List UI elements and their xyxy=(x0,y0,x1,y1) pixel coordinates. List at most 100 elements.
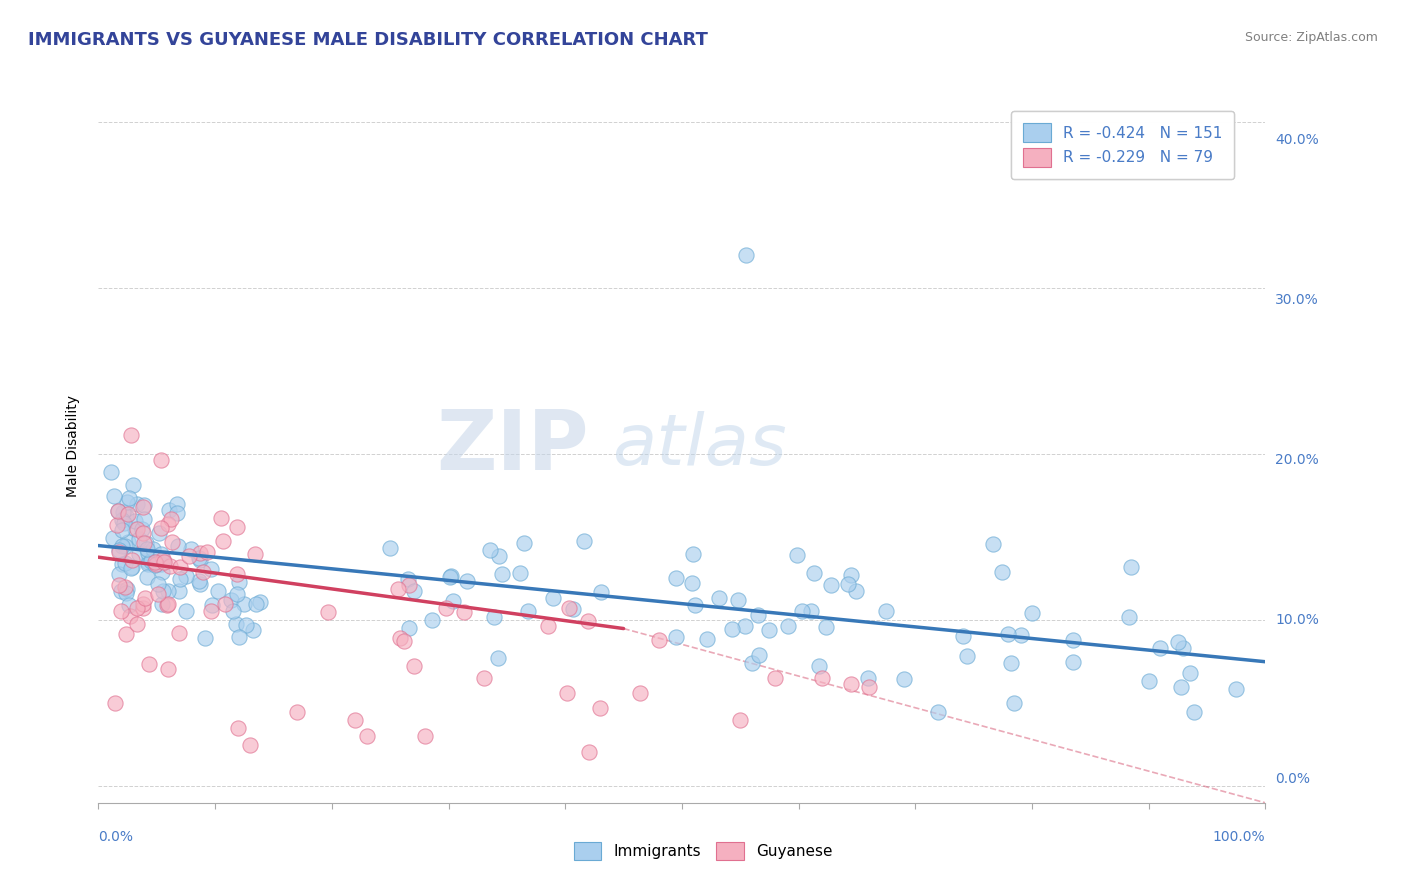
Point xyxy=(190,539,212,553)
Point xyxy=(350,699,373,714)
Point xyxy=(489,599,512,614)
Point xyxy=(688,631,710,645)
Point xyxy=(1156,638,1178,652)
Point xyxy=(263,565,285,579)
Point xyxy=(868,567,890,582)
Point xyxy=(221,586,243,600)
Point xyxy=(733,629,755,643)
Point xyxy=(832,566,855,580)
Point xyxy=(208,590,231,604)
Point xyxy=(270,596,292,610)
Point xyxy=(865,576,887,591)
Point xyxy=(1074,651,1097,665)
Point xyxy=(238,500,260,514)
Point xyxy=(704,627,727,641)
Point xyxy=(450,631,472,645)
Point xyxy=(179,532,201,546)
Point xyxy=(222,457,245,471)
Point xyxy=(207,527,229,541)
Point xyxy=(238,508,260,522)
Point xyxy=(1074,630,1097,644)
Point xyxy=(224,522,246,536)
Point xyxy=(191,509,214,524)
Point xyxy=(232,514,254,528)
Point xyxy=(288,591,311,606)
Point xyxy=(250,542,273,557)
Point xyxy=(201,599,224,614)
Point xyxy=(769,260,792,274)
Point xyxy=(492,570,515,584)
Point xyxy=(460,656,482,670)
Point xyxy=(446,629,468,643)
Point xyxy=(187,507,209,521)
Point xyxy=(1227,677,1250,691)
Point xyxy=(197,481,219,495)
Point xyxy=(194,607,217,621)
Point xyxy=(214,555,236,569)
Point xyxy=(437,541,460,556)
Point xyxy=(200,615,222,629)
Point xyxy=(193,493,215,508)
Point xyxy=(205,595,228,609)
Y-axis label: Male Disability: Male Disability xyxy=(66,400,80,501)
Point xyxy=(972,626,994,640)
Point xyxy=(207,514,229,528)
Point xyxy=(205,502,228,516)
Point xyxy=(541,566,564,581)
Point xyxy=(292,615,315,629)
Point xyxy=(198,516,221,530)
Point xyxy=(259,576,281,591)
Point xyxy=(633,696,655,710)
Point xyxy=(186,540,208,554)
Point xyxy=(311,547,333,561)
Point xyxy=(225,583,247,598)
Point xyxy=(538,549,561,564)
Point xyxy=(266,546,288,560)
Point xyxy=(240,572,263,586)
Point xyxy=(188,557,211,571)
Point xyxy=(1000,538,1022,552)
Point xyxy=(191,585,214,599)
Legend: R = -0.424   N = 151, R = -0.229   N = 79: R = -0.424 N = 151, R = -0.229 N = 79 xyxy=(1012,128,1236,196)
Point xyxy=(444,581,467,595)
Point xyxy=(821,602,844,616)
Point xyxy=(246,602,269,616)
Point xyxy=(585,616,607,631)
Point xyxy=(768,616,790,631)
Point xyxy=(494,568,516,582)
Point xyxy=(188,517,211,532)
Point xyxy=(188,579,211,593)
Point xyxy=(309,620,332,634)
Point xyxy=(184,566,207,581)
Point xyxy=(301,596,323,610)
Point xyxy=(949,699,972,714)
Point xyxy=(976,646,998,660)
Point xyxy=(240,560,263,574)
Point xyxy=(269,562,291,576)
Point xyxy=(307,731,329,745)
Point xyxy=(294,566,316,581)
Point xyxy=(211,547,233,561)
Point xyxy=(233,536,256,550)
Point xyxy=(796,667,818,681)
Point xyxy=(900,603,922,617)
Point xyxy=(218,557,240,571)
Point xyxy=(191,535,214,549)
Point xyxy=(228,596,250,610)
Point xyxy=(477,611,499,625)
Text: atlas: atlas xyxy=(655,416,830,485)
Point xyxy=(763,706,786,721)
Point xyxy=(184,545,207,559)
Point xyxy=(621,611,644,625)
Point xyxy=(193,597,215,611)
Point xyxy=(224,565,246,579)
Point xyxy=(215,542,238,557)
Point xyxy=(1184,662,1206,676)
Point xyxy=(1019,691,1042,706)
Point xyxy=(187,557,209,571)
Point xyxy=(225,556,247,570)
Point xyxy=(277,582,299,597)
Point xyxy=(838,656,860,670)
Point xyxy=(290,602,312,616)
Point xyxy=(184,576,207,591)
